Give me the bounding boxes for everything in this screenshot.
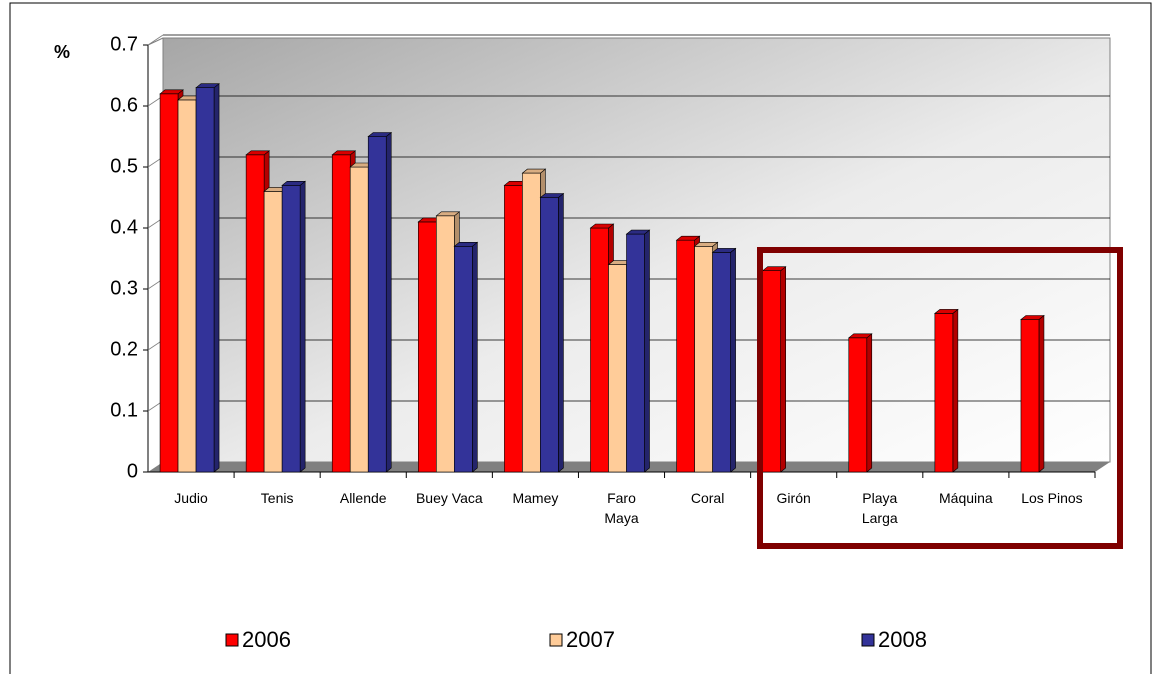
bar-top xyxy=(281,181,306,186)
legend-label: 2008 xyxy=(878,627,927,652)
x-tick-label: Judio xyxy=(174,490,208,506)
bar-top xyxy=(331,150,357,156)
bar-front xyxy=(676,239,695,473)
legend-label: 2006 xyxy=(242,627,291,652)
y-tick-label: 0.7 xyxy=(110,33,138,55)
bar-top xyxy=(245,150,270,156)
legend-label: 2007 xyxy=(566,627,615,652)
bar-top xyxy=(1020,315,1045,320)
bar xyxy=(625,229,651,473)
legend-swatch xyxy=(225,633,239,647)
x-tick-label: Coral xyxy=(690,490,725,506)
bar xyxy=(367,131,393,473)
x-tick-label: Los Pinos xyxy=(1021,490,1083,506)
bar-side xyxy=(866,333,873,473)
bar-top xyxy=(711,248,737,253)
bar-side xyxy=(558,192,564,473)
x-tick-label: Faro Maya xyxy=(604,490,639,526)
y-tick-label: 0.2 xyxy=(110,338,138,360)
y-tick-label: 0.3 xyxy=(110,277,138,299)
bar-front xyxy=(934,313,954,473)
bar-front xyxy=(540,197,559,473)
bar-front xyxy=(331,154,351,473)
bar-top xyxy=(453,242,479,247)
bar-front xyxy=(195,87,215,473)
bar-side xyxy=(385,131,392,473)
x-tick-label: Mamey xyxy=(512,490,559,506)
bar-front xyxy=(177,99,197,473)
frame xyxy=(9,2,1152,674)
bar xyxy=(453,241,479,473)
bar xyxy=(934,308,959,473)
bar-front xyxy=(245,154,265,473)
bar-top xyxy=(934,309,959,314)
bar-top xyxy=(367,132,393,137)
bar-side xyxy=(213,83,220,473)
bar xyxy=(281,180,306,473)
x-tick-label: Máquina xyxy=(939,490,993,506)
highlight-box xyxy=(757,247,1123,549)
bar-top xyxy=(847,333,873,339)
bar-top xyxy=(521,168,547,174)
bar xyxy=(761,266,787,473)
bar xyxy=(195,83,220,473)
bar-front xyxy=(159,93,179,473)
bar-side xyxy=(952,308,959,473)
bar-front xyxy=(712,252,731,473)
x-tick-label: Allende xyxy=(339,490,387,506)
bar-front xyxy=(590,227,609,473)
bar xyxy=(539,192,565,473)
bar-front xyxy=(418,221,437,473)
bar-front xyxy=(263,191,283,473)
plot: 0 0.1 0.2 0.3 0.4 0.5 0.6 0.7 xyxy=(110,33,1110,482)
bar-side xyxy=(730,247,736,473)
bar-front xyxy=(281,185,301,473)
y-tick-label: 0.4 xyxy=(110,216,138,238)
y-tick-label: 0 xyxy=(127,460,138,482)
bar-top xyxy=(693,242,719,247)
x-tick-label: Girón xyxy=(776,490,811,506)
bar-front xyxy=(504,185,523,473)
bar-front xyxy=(694,246,713,473)
bar-top xyxy=(625,229,651,235)
bar-side xyxy=(472,241,478,473)
bar-top xyxy=(761,266,787,272)
bar xyxy=(847,333,873,473)
y-axis-label: % xyxy=(54,42,70,62)
x-tick-label: Buey Vaca xyxy=(415,490,483,506)
bar-top xyxy=(539,193,565,198)
y-tick-label: 0.1 xyxy=(110,399,138,421)
bar-front xyxy=(522,172,541,473)
x-tick-label: Tenis xyxy=(260,490,294,506)
bar-front xyxy=(848,337,868,473)
bar-front xyxy=(626,233,645,473)
bar-side xyxy=(780,266,786,473)
x-tick-label: Playa Larga xyxy=(861,490,898,526)
bar-front xyxy=(349,166,369,473)
bar xyxy=(1020,314,1045,473)
bar-top xyxy=(675,235,701,241)
y-tick-label: 0.6 xyxy=(110,94,138,116)
bar-top xyxy=(435,211,461,217)
bar-front xyxy=(608,264,627,473)
bar-top xyxy=(195,83,220,88)
grid-side xyxy=(147,34,164,46)
bar-top xyxy=(159,89,184,95)
bar-front xyxy=(367,136,387,473)
bar-front xyxy=(762,270,781,473)
legend-swatch xyxy=(861,633,875,647)
bar-side xyxy=(1038,314,1045,473)
bar-top xyxy=(589,223,615,229)
bar-front xyxy=(1020,319,1040,473)
bar-front xyxy=(454,246,473,473)
legend-swatch xyxy=(549,633,563,647)
bar-side xyxy=(644,229,650,473)
bar-side xyxy=(299,180,306,473)
bar-front xyxy=(436,215,455,473)
side-edge xyxy=(147,37,164,46)
y-tick-label: 0.5 xyxy=(110,155,138,177)
bar xyxy=(711,247,737,473)
